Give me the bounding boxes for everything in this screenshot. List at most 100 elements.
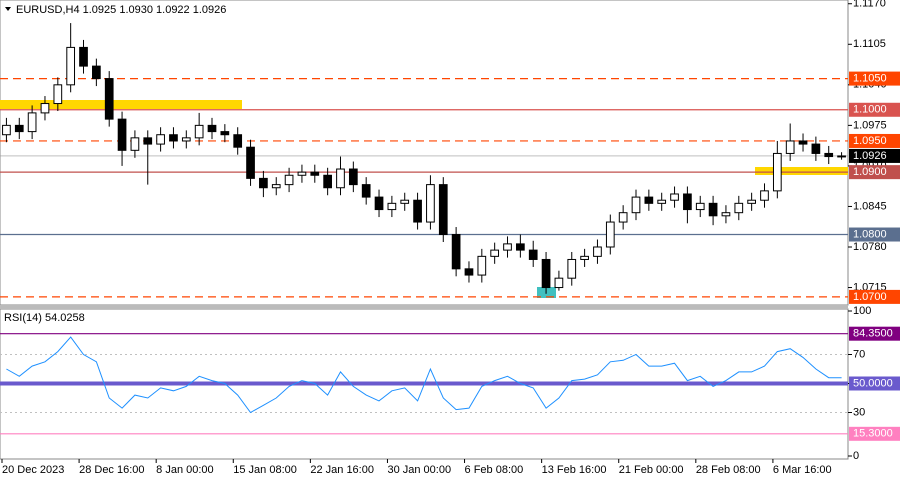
candle-body (785, 140, 795, 154)
y-tick-label: 30 (853, 406, 865, 418)
y-tick-label: 1.1170 (853, 0, 886, 10)
candle-body (220, 131, 230, 136)
level-label-box (849, 326, 900, 341)
y-tick-label: 1.1105 (853, 38, 886, 50)
level-label: 15.3000 (853, 428, 893, 440)
candle-body (657, 199, 667, 204)
x-tick-label: 21 Feb 00:00 (619, 464, 684, 476)
x-tick-label: 6 Mar 16:00 (773, 464, 832, 476)
candle-body (117, 118, 127, 151)
candle-body (451, 234, 461, 270)
candle-body (605, 221, 615, 248)
level-label-box (849, 289, 900, 304)
candle-body (130, 137, 140, 151)
candle-body (79, 46, 88, 67)
candle-body (27, 112, 37, 133)
x-tick-label: 30 Jan 00:00 (387, 464, 451, 476)
candle-body (104, 78, 114, 120)
candle-body (92, 65, 101, 80)
candle-body (580, 255, 589, 260)
level-label-box (849, 376, 900, 391)
candle-body (14, 124, 24, 133)
candle-body (181, 137, 191, 142)
y-tick-label: 1.0975 (853, 119, 887, 131)
chart-title: EURUSD,H4 1.0925 1.0930 1.0922 1.0926 (16, 4, 226, 16)
level-label: 1.1000 (853, 104, 887, 116)
rsi-title: RSI(14) 54.0258 (4, 312, 85, 324)
x-tick-label: 28 Feb 08:00 (696, 464, 761, 476)
x-tick-label: 15 Jan 08:00 (233, 464, 297, 476)
level-label: 84.3500 (853, 328, 893, 340)
candle-body (490, 249, 500, 257)
candle-body (348, 168, 358, 186)
level-label-box (849, 133, 900, 148)
candle-body (426, 184, 435, 223)
candle-body (156, 134, 165, 145)
candle-body (567, 258, 577, 279)
zone-highlight (755, 167, 848, 175)
x-tick-label: 20 Dec 2023 (2, 464, 64, 476)
candle-body (207, 124, 217, 133)
candle-body (683, 193, 692, 211)
candle-body (143, 137, 153, 145)
candle-body (554, 277, 564, 289)
candle-body (387, 202, 397, 211)
level-label: 1.0800 (853, 228, 887, 240)
candle-body (246, 146, 255, 179)
candle-body (670, 193, 679, 201)
level-label: 1.0950 (853, 135, 887, 147)
candle-body (644, 196, 654, 204)
levels (0, 3, 852, 457)
x-tick-label: 13 Feb 16:00 (542, 464, 607, 476)
level-label-box (849, 165, 900, 180)
candle-body (271, 184, 281, 189)
last-price-label: 1.0926 (853, 150, 887, 162)
candle-body (760, 190, 769, 201)
level-label: 50.0000 (853, 377, 893, 389)
last-price-box (849, 148, 900, 163)
level-label: 1.0900 (853, 166, 887, 178)
y-tick-label: 1.0845 (853, 200, 887, 212)
zone-highlight (0, 100, 242, 109)
candle-body (618, 212, 628, 223)
candle-body (772, 152, 782, 192)
candle-body (695, 202, 705, 211)
candle-body (40, 103, 50, 114)
level-label: 1.1050 (853, 72, 887, 84)
y-tick-label: 0 (853, 450, 859, 462)
level-label-box (849, 71, 900, 86)
candle-body (708, 202, 718, 217)
level-label: 1.0700 (853, 291, 887, 303)
candle-body (824, 152, 834, 158)
candle-body (259, 177, 268, 189)
candle-body (798, 140, 808, 145)
panel-separator (0, 305, 848, 309)
x-tick-label: 22 Jan 16:00 (310, 464, 374, 476)
candle-body (464, 268, 474, 276)
rsi-line (6, 336, 842, 414)
level-label-box (849, 426, 900, 441)
candle-body (516, 243, 525, 251)
candle-body (323, 174, 332, 189)
candle-body (734, 202, 744, 214)
candle-body (374, 196, 384, 211)
level-label-box (849, 102, 900, 117)
candle-body (66, 46, 76, 86)
candle-body (297, 171, 307, 176)
level-label-box (849, 227, 900, 242)
candle-body (336, 168, 345, 189)
candle-body (837, 155, 846, 158)
candle-body (2, 124, 11, 136)
y-tick-label: 70 (853, 348, 865, 360)
candle-body (284, 174, 294, 186)
candle-body (721, 212, 731, 217)
y-tick-label: 1.0780 (853, 241, 887, 253)
candle-body (528, 249, 538, 260)
candle-body (233, 134, 243, 148)
y-tick-label: 100 (853, 305, 871, 317)
x-tick-label: 8 Jan 00:00 (156, 464, 214, 476)
marks (2, 23, 846, 414)
candle-body (438, 184, 448, 236)
